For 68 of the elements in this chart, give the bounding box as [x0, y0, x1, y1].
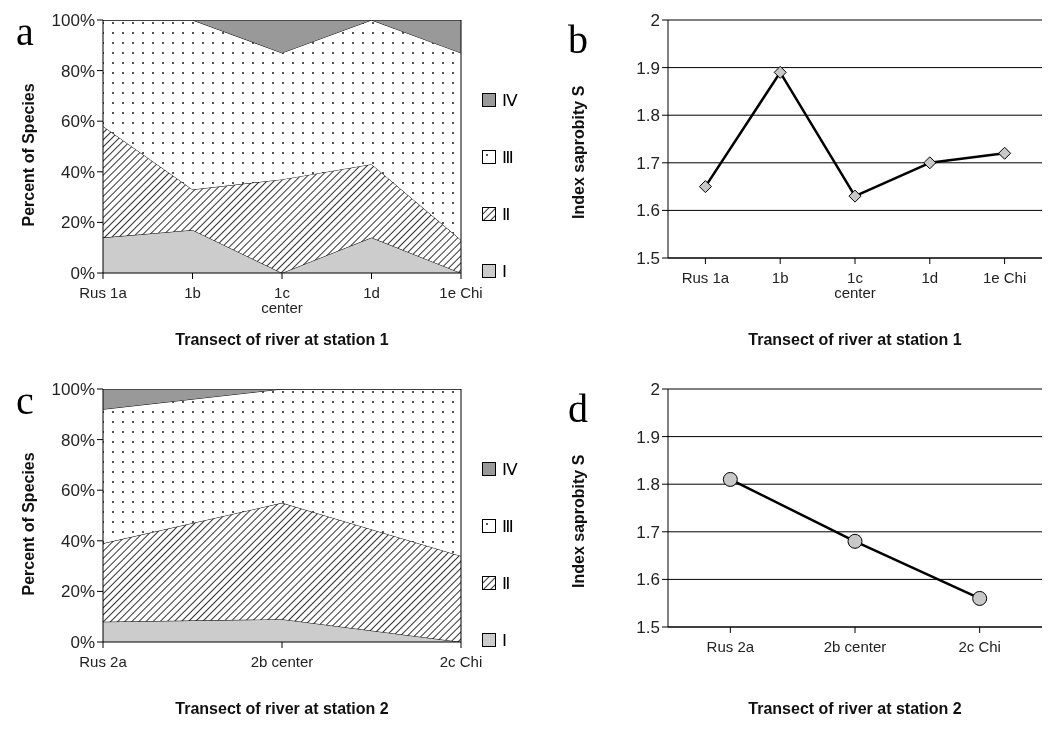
y-axis-title: Percent of Species	[19, 83, 37, 227]
y-tick-label: 80%	[60, 430, 95, 450]
y-tick-label: 1.5	[636, 618, 660, 638]
point	[972, 590, 988, 606]
y-tick-label: 0%	[70, 633, 95, 653]
y-tick-label: 100%	[51, 380, 95, 400]
x-tick-label: 2b center	[823, 637, 887, 655]
y-tick-label: 80%	[60, 61, 95, 81]
x-axis-title: Transect of river at station 2	[175, 700, 389, 717]
y-tick-label: 2	[650, 380, 660, 400]
y-tick-label: 60%	[60, 112, 95, 132]
legend-label: Ⅲ	[502, 515, 514, 537]
x-tick-label: 1c center	[261, 283, 303, 316]
y-axis-title: Index saprobity S	[569, 454, 587, 588]
x-tick-label: 1e Chi	[439, 283, 483, 301]
y-tick-label: 1.8	[636, 106, 660, 126]
legend-label: Ⅲ	[502, 146, 514, 168]
y-tick-label: 40%	[60, 162, 95, 182]
x-tick-label: 1e Chi	[982, 268, 1027, 286]
y-tick-label: 1.7	[636, 153, 660, 173]
legend-label: Ⅳ	[502, 89, 518, 111]
x-tick-label: 2c Chi	[439, 652, 483, 670]
x-tick-label: 1c center	[834, 268, 876, 301]
point	[848, 189, 862, 203]
text: b	[568, 16, 588, 63]
y-tick-label: 1.6	[636, 570, 660, 590]
y-axis-title: Index saprobity S	[569, 85, 587, 219]
legend-label: Ⅱ	[502, 203, 510, 225]
y-tick-label: 1.7	[636, 522, 660, 542]
y-tick-label: 60%	[60, 481, 95, 501]
x-tick-label: Rus 2a	[706, 637, 755, 655]
y-tick-label: 1.6	[636, 201, 660, 221]
x-tick-label: Rus 1a	[681, 268, 730, 286]
x-axis-title: Transect of river at station 2	[748, 700, 962, 717]
y-tick-label: 1.8	[636, 475, 660, 495]
y-tick-label: 1.5	[636, 249, 660, 269]
y-tick-label: 100%	[51, 11, 95, 31]
point	[722, 471, 738, 487]
legend-label: Ⅰ	[502, 629, 507, 651]
x-axis-title: Transect of river at station 1	[175, 331, 389, 348]
x-tick-label: Rus 2a	[79, 652, 128, 670]
x-tick-label: 1d	[921, 268, 939, 286]
legend-label: Ⅱ	[502, 572, 510, 594]
text: d	[568, 385, 588, 432]
point	[998, 146, 1012, 160]
x-tick-label: 2c Chi	[958, 637, 1001, 655]
y-tick-label: 1.9	[636, 58, 660, 78]
y-tick-label: 2	[650, 11, 660, 31]
x-tick-label: 2b center	[250, 652, 314, 670]
point	[847, 533, 863, 549]
x-tick-label: 1d	[363, 283, 380, 301]
x-tick-label: Rus 1a	[79, 283, 128, 301]
x-tick-label: 1b	[771, 268, 789, 286]
text: c	[16, 377, 34, 424]
y-tick-label: 1.9	[636, 427, 660, 447]
y-tick-label: 20%	[60, 582, 95, 602]
point	[923, 156, 937, 170]
y-tick-label: 20%	[60, 213, 95, 233]
legend-label: Ⅳ	[502, 458, 518, 480]
y-tick-label: 40%	[60, 531, 95, 551]
x-axis-title: Transect of river at station 1	[748, 331, 962, 348]
point	[698, 180, 712, 194]
x-tick-label: 1b	[184, 283, 201, 301]
text: a	[16, 8, 34, 55]
y-axis-title: Percent of Species	[19, 452, 37, 596]
point	[773, 65, 787, 79]
legend-label: Ⅰ	[502, 260, 507, 282]
y-tick-label: 0%	[70, 264, 95, 284]
